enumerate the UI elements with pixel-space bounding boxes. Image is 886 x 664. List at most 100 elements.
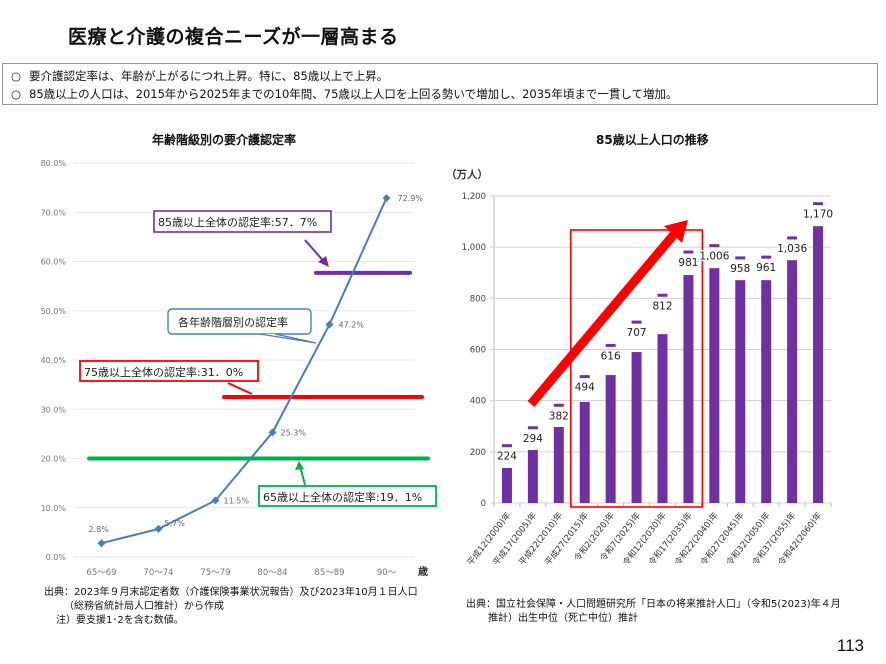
x-tick-label: 80～84 bbox=[257, 568, 287, 578]
x-tick-label: 令和12(2030)年 bbox=[620, 510, 669, 568]
summary-line: ○ 85歳以上の人口は、2015年から2025年までの10年間、75歳以上人口を上… bbox=[11, 85, 869, 103]
data-label: 812 bbox=[652, 300, 672, 312]
highlight-box bbox=[569, 229, 704, 508]
x-tick-label: 65～69 bbox=[86, 568, 116, 578]
data-label: 11.5% bbox=[224, 496, 250, 505]
left-chart-title: 年齢階級別の要介護認定率 bbox=[152, 133, 297, 147]
bar bbox=[709, 268, 720, 503]
data-label: 958 bbox=[730, 263, 750, 275]
y-tick-label: 800 bbox=[470, 294, 486, 304]
bullet-icon: ○ bbox=[11, 69, 22, 83]
bar bbox=[657, 334, 668, 503]
y-tick-label: 1,000 bbox=[462, 243, 486, 253]
x-tick-label: 令和32(2050)年 bbox=[724, 510, 773, 568]
callout-box bbox=[258, 485, 437, 507]
value-marker bbox=[527, 426, 538, 430]
value-marker bbox=[735, 256, 746, 260]
value-marker bbox=[631, 320, 642, 324]
page-title: 医療と介護の複合ニーズが一層高まる bbox=[68, 26, 399, 48]
data-label: 294 bbox=[523, 433, 543, 445]
right-source-line: 出典：国立社会保障・人口問題研究所「日本の将来推計人口」（令和5(2023)年４… bbox=[466, 599, 841, 610]
bar bbox=[683, 275, 694, 503]
bar bbox=[813, 226, 824, 503]
y-tick-label: 70.0% bbox=[41, 208, 67, 217]
value-marker bbox=[761, 255, 772, 259]
data-label: 2.8% bbox=[89, 525, 110, 534]
y-tick-label: 20.0% bbox=[41, 455, 67, 464]
data-label: 72.9% bbox=[398, 194, 424, 203]
y-tick-label: 1,200 bbox=[462, 192, 486, 202]
value-marker bbox=[605, 343, 616, 347]
callout-box bbox=[153, 210, 332, 233]
y-axis-unit-label: （万人） bbox=[446, 168, 488, 181]
reference-label: 65歳以上全体の認定率:19．1% bbox=[263, 490, 422, 504]
population-bar-chart: （万人） 0 200 400 600 800 1,000 1,200 224 294 382 49… bbox=[446, 168, 835, 568]
value-marker bbox=[579, 375, 590, 379]
data-label: 5.7% bbox=[165, 519, 186, 528]
bar bbox=[553, 427, 564, 503]
x-tick-label: 90～ bbox=[377, 568, 397, 578]
y-tick-label: 50.0% bbox=[41, 307, 67, 316]
left-source-note: 出典：2023年９月末認定者数（介護保険事業状況報告）及び2023年10月１日人… bbox=[44, 586, 418, 628]
y-tick-label: 60.0% bbox=[41, 258, 67, 267]
data-point-marker bbox=[154, 524, 163, 533]
arrowhead-icon bbox=[295, 461, 304, 470]
right-source-note: 出典：国立社会保障・人口問題研究所「日本の将来推計人口」（令和5(2023)年４… bbox=[466, 598, 841, 626]
data-label: 616 bbox=[601, 350, 621, 362]
data-point-marker bbox=[97, 539, 106, 548]
bar bbox=[787, 260, 798, 503]
value-marker bbox=[553, 403, 564, 407]
y-tick-label: 40.0% bbox=[41, 356, 67, 365]
value-marker bbox=[657, 293, 668, 297]
bar bbox=[605, 375, 616, 503]
x-tick-label: 平成27(2015)年 bbox=[543, 510, 592, 568]
y-tick-label: 30.0% bbox=[41, 405, 67, 414]
bullet-icon: ○ bbox=[11, 87, 22, 101]
x-tick-label: 平成17(2005)年 bbox=[491, 510, 540, 568]
y-tick-label: 0 bbox=[481, 499, 486, 509]
callout-box bbox=[79, 360, 259, 382]
data-label: 25.3% bbox=[281, 428, 307, 437]
trend-arrow bbox=[527, 229, 680, 407]
summary-box: ○ 要介護認定率は、年齢が上がるにつれ上昇。特に、85歳以上で上昇。 ○ 85歳以上… bbox=[2, 63, 878, 105]
data-label: 1,006 bbox=[699, 251, 729, 263]
x-tick-label: 75～79 bbox=[200, 568, 230, 578]
summary-line: ○ 要介護認定率は、年齢が上がるにつれ上昇。特に、85歳以上で上昇。 bbox=[11, 67, 869, 85]
data-label: 47.2% bbox=[339, 321, 365, 330]
bar bbox=[761, 280, 772, 503]
arrowhead-icon bbox=[318, 256, 329, 267]
value-marker bbox=[501, 444, 512, 448]
data-label: 1,036 bbox=[777, 243, 807, 255]
x-tick-label: 令和22(2040)年 bbox=[672, 510, 721, 568]
data-label: 224 bbox=[497, 451, 517, 463]
summary-text: 要介護認定率は、年齢が上がるにつれ上昇。特に、85歳以上で上昇。 bbox=[29, 69, 389, 83]
data-label: 707 bbox=[627, 327, 647, 339]
y-tick-label: 10.0% bbox=[41, 504, 67, 513]
y-tick-label: 80.0% bbox=[41, 159, 67, 168]
data-label: 382 bbox=[549, 410, 569, 422]
value-marker bbox=[683, 250, 694, 254]
care-rate-line-chart: 0.0% 10.0% 20.0% 30.0% 40.0% 50.0% 60.0% 70.0% 8… bbox=[41, 159, 437, 578]
data-point-marker bbox=[211, 496, 220, 505]
page-number: 113 bbox=[836, 636, 864, 655]
x-tick-label: 令和17(2035)年 bbox=[646, 510, 695, 568]
y-tick-label: 400 bbox=[470, 397, 486, 407]
bar bbox=[735, 280, 746, 503]
bar bbox=[527, 450, 538, 503]
value-marker bbox=[813, 202, 824, 206]
data-point-marker bbox=[268, 428, 277, 437]
bar bbox=[579, 401, 590, 503]
data-label: 1,170 bbox=[803, 209, 833, 221]
left-note: 注）要支援1･2を含む数値。 bbox=[56, 615, 184, 626]
callout-box bbox=[167, 308, 312, 335]
y-tick-label: 200 bbox=[470, 448, 486, 458]
left-source-line-2: （総務省統計局人口推計）から作成 bbox=[64, 601, 224, 612]
data-label: 961 bbox=[756, 262, 776, 274]
data-label: 494 bbox=[575, 382, 595, 394]
right-chart-title: 85歳以上人口の推移 bbox=[596, 133, 709, 147]
series-line bbox=[101, 197, 388, 545]
x-axis-unit-label: 歳 bbox=[418, 565, 428, 578]
reference-label: 85歳以上全体の認定率:57．7% bbox=[158, 215, 317, 229]
y-tick-label: 0.0% bbox=[46, 553, 67, 562]
right-source-line-2: 推計）出生中位（死亡中位）推計 bbox=[488, 613, 638, 624]
